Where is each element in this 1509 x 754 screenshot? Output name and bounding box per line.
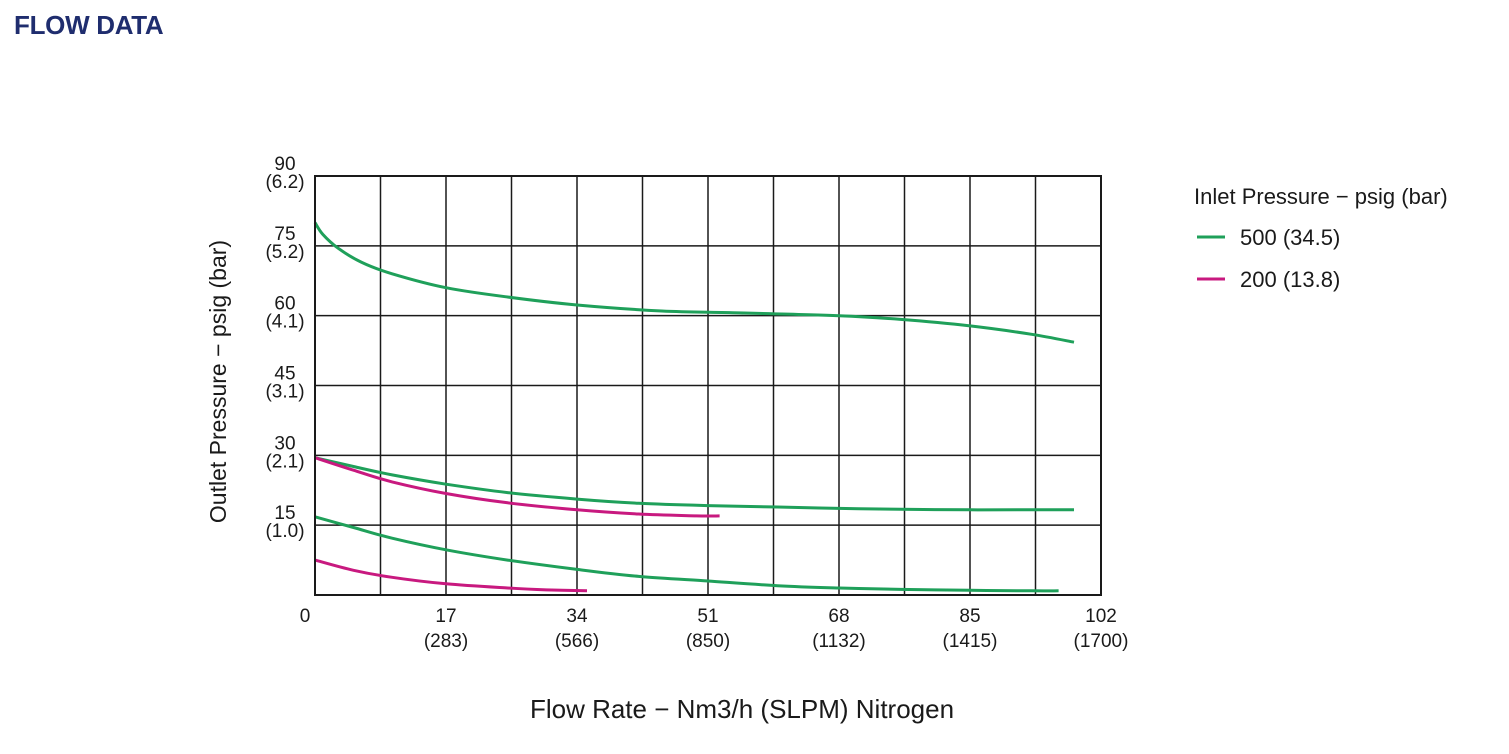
y-tick-sublabel: (5.2) [265,242,304,263]
y-tick-label: 15 [274,503,295,524]
series-line [314,456,720,518]
x-tick-label: 85 [959,606,980,627]
x-tick-label: 17 [435,606,456,627]
page-title: FLOW DATA [14,10,164,40]
y-tick-labels: 90(6.2) 75(5.2) 60(4.1) 45(3.1) 30(2.1) 15(1.… [265,154,304,542]
legend-entry-label: 200 (13.8) [1240,267,1340,292]
x-axis-title: Flow Rate − Nm3/h (SLPM) Nitrogen [530,694,954,724]
x-tick-sublabel: (566) [555,631,599,652]
series-line [314,558,588,593]
series-line [313,221,1075,344]
chart-grid [314,175,1102,596]
legend-entry-label: 500 (34.5) [1240,225,1340,250]
x-tick-labels: 0 17 (283) 34 (566) 51 (850) 68 (1132) 85 (1415) 10… [300,606,1129,652]
y-tick-sublabel: (4.1) [265,312,304,333]
y-tick-label: 45 [274,364,295,385]
y-tick-label: 90 [274,154,295,175]
y-tick-label: 60 [274,294,295,315]
series-line [314,515,1059,593]
legend-title: Inlet Pressure − psig (bar) [1194,184,1448,209]
x-tick-label: 102 [1085,606,1117,627]
plot-frame [314,175,1102,596]
series-line [314,456,1074,512]
x-tick-sublabel: (1700) [1074,631,1129,652]
x-tick-sublabel: (850) [686,631,730,652]
y-tick-sublabel: (6.2) [265,172,304,193]
chart-legend: Inlet Pressure − psig (bar) 500 (34.5) 20… [1194,184,1448,292]
x-tick-sublabel: (1132) [812,631,866,652]
x-tick-label: 34 [566,606,588,627]
y-tick-label: 30 [274,433,295,454]
y-tick-sublabel: (1.0) [265,521,304,542]
chart-series [313,221,1075,593]
x-tick-label: 68 [828,606,849,627]
x-tick-label: 0 [300,606,311,627]
y-tick-sublabel: (2.1) [265,451,304,472]
x-tick-sublabel: (283) [424,631,468,652]
y-tick-label: 75 [274,224,295,245]
x-tick-label: 51 [697,606,718,627]
y-axis-title: Outlet Pressure − psig (bar) [205,240,231,523]
y-tick-sublabel: (3.1) [265,382,304,403]
x-tick-sublabel: (1415) [943,631,998,652]
